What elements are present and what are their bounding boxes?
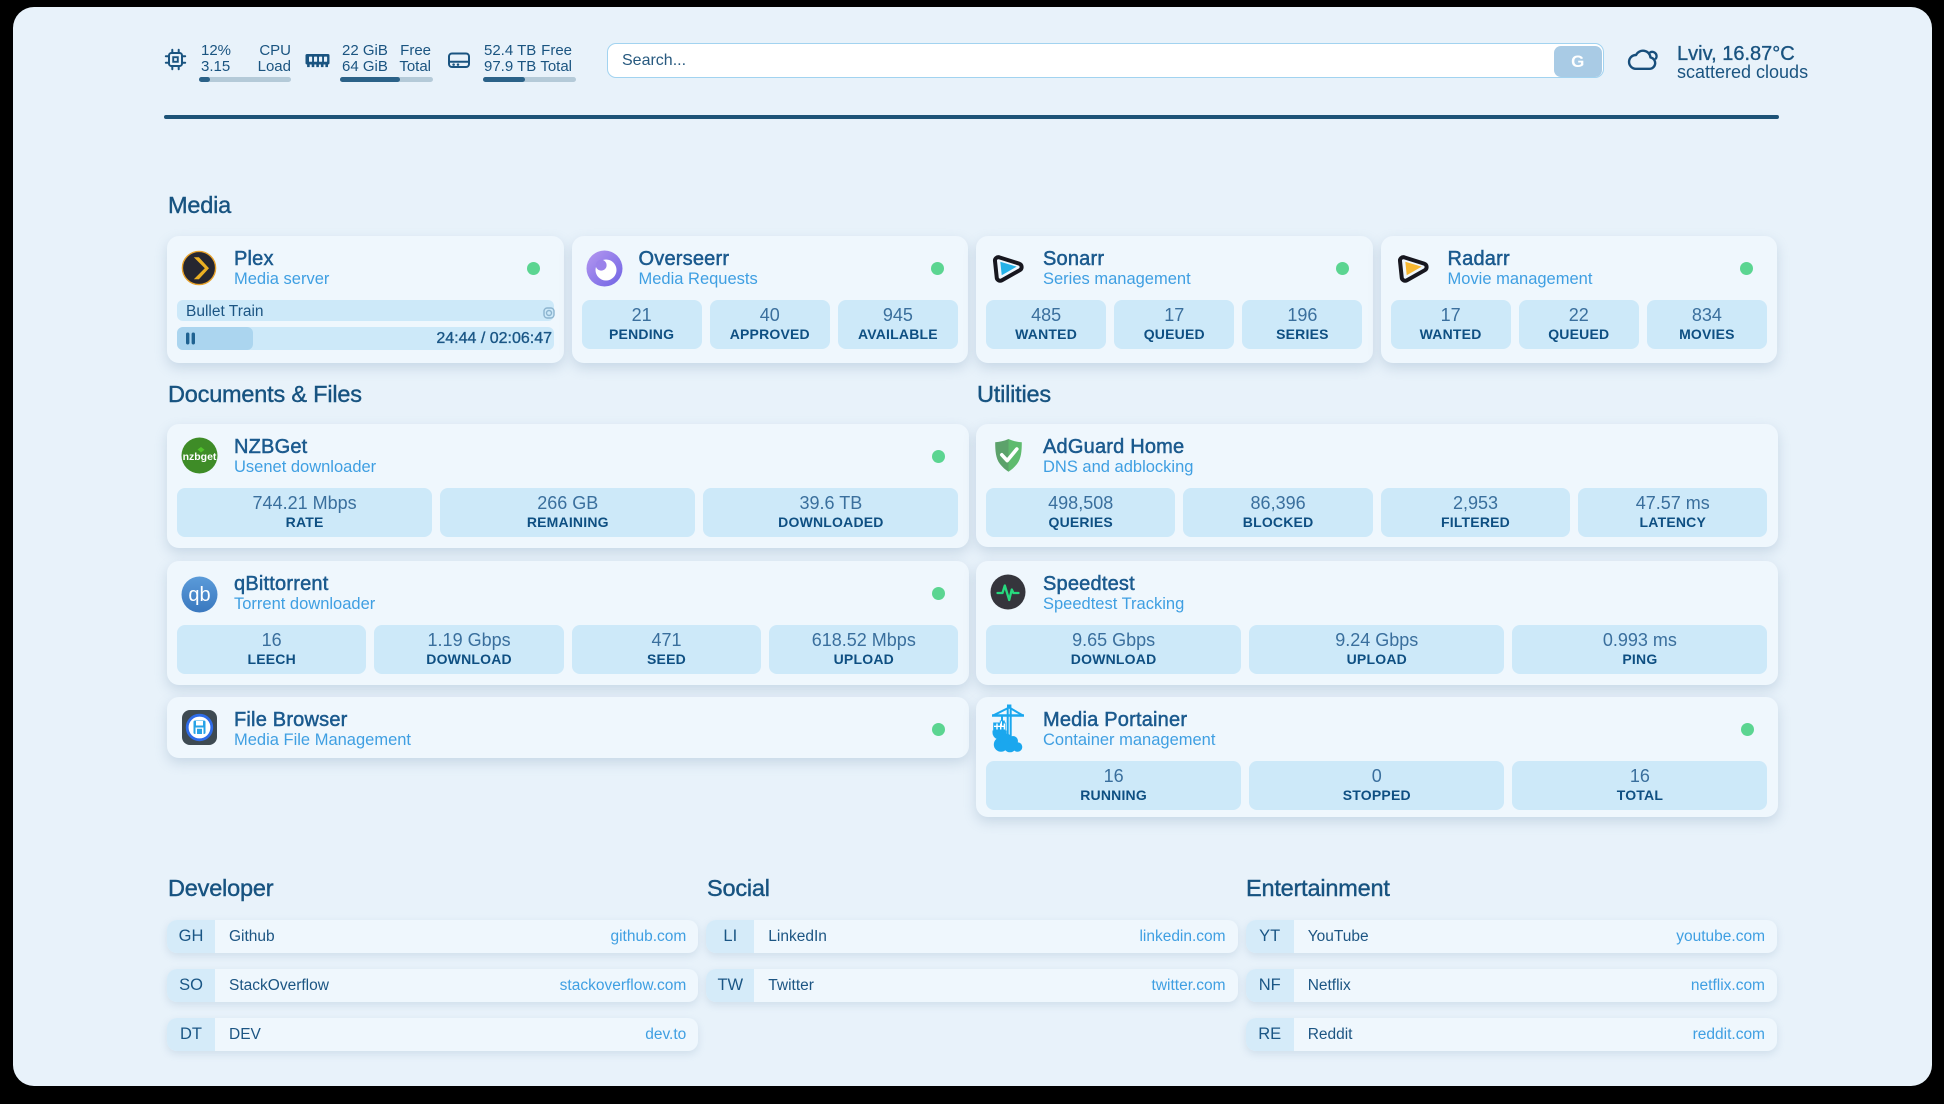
svg-text:qb: qb <box>188 584 210 606</box>
svg-text:nzbget: nzbget <box>183 451 217 463</box>
